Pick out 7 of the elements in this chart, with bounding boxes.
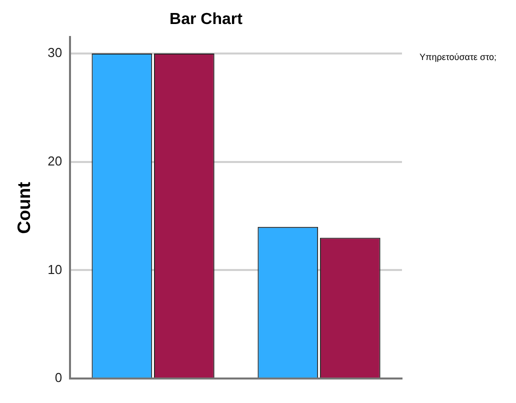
- y-axis-title: Count: [14, 182, 34, 234]
- y-tick-label: 0: [54, 370, 62, 386]
- y-tick-label: 20: [48, 153, 62, 168]
- y-tick-label: 10: [48, 262, 62, 277]
- chart-title: Bar Chart: [170, 11, 244, 28]
- legend-title: Υπηρετούσατε στο;: [418, 52, 498, 62]
- y-tick-label: 30: [48, 45, 62, 60]
